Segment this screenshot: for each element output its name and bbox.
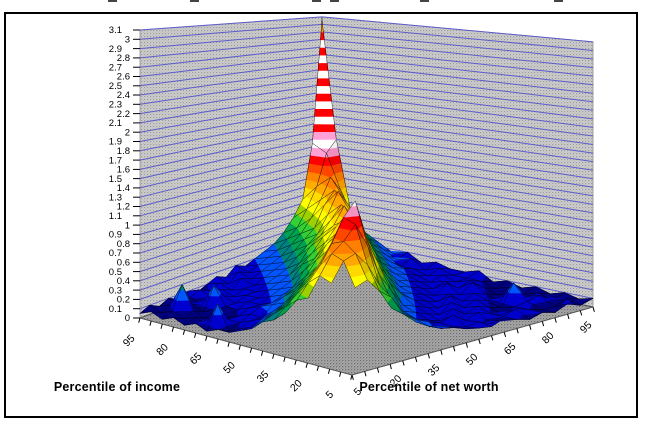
svg-text:1.7: 1.7 xyxy=(109,155,122,166)
svg-text:0.5: 0.5 xyxy=(109,267,122,278)
svg-text:0.7: 0.7 xyxy=(109,248,122,259)
svg-text:1.5: 1.5 xyxy=(109,174,122,185)
svg-text:2.6: 2.6 xyxy=(117,72,130,83)
cropped-text-fragment xyxy=(330,0,339,2)
svg-text:0.9: 0.9 xyxy=(109,230,122,241)
svg-text:35: 35 xyxy=(255,368,272,385)
svg-text:35: 35 xyxy=(426,362,443,379)
svg-text:0.2: 0.2 xyxy=(117,295,130,306)
svg-text:1.2: 1.2 xyxy=(117,202,130,213)
svg-text:0.6: 0.6 xyxy=(117,258,130,269)
cropped-text-fragment xyxy=(420,0,429,2)
svg-text:95: 95 xyxy=(578,319,595,336)
surface-mesh xyxy=(139,20,594,333)
svg-text:0.1: 0.1 xyxy=(109,304,122,315)
svg-text:2.3: 2.3 xyxy=(109,100,122,111)
cropped-text-fragment xyxy=(312,0,321,2)
svg-text:1.3: 1.3 xyxy=(109,192,122,203)
svg-text:1.6: 1.6 xyxy=(117,165,130,176)
svg-text:1.8: 1.8 xyxy=(117,146,130,157)
svg-text:2.5: 2.5 xyxy=(109,81,122,92)
svg-text:50: 50 xyxy=(221,359,238,376)
svg-text:2.8: 2.8 xyxy=(117,53,130,64)
svg-text:3.1: 3.1 xyxy=(109,25,122,36)
svg-text:50: 50 xyxy=(464,351,481,368)
svg-text:80: 80 xyxy=(540,330,557,347)
svg-text:20: 20 xyxy=(288,377,305,394)
svg-text:2.2: 2.2 xyxy=(117,109,130,120)
cropped-text-fragment xyxy=(108,0,117,2)
networth-axis-title: Percentile of net worth xyxy=(359,380,499,394)
svg-text:1.9: 1.9 xyxy=(109,137,122,148)
svg-text:65: 65 xyxy=(502,340,519,357)
cropped-text-fragment xyxy=(554,0,563,2)
cropped-text-fragment xyxy=(190,0,199,2)
svg-text:2.7: 2.7 xyxy=(109,62,122,73)
svg-text:1.1: 1.1 xyxy=(109,211,122,222)
svg-text:65: 65 xyxy=(188,350,205,367)
svg-text:2.1: 2.1 xyxy=(109,118,122,129)
svg-text:80: 80 xyxy=(154,341,171,358)
svg-text:0: 0 xyxy=(125,313,130,324)
svg-text:0.4: 0.4 xyxy=(117,276,130,287)
svg-text:1: 1 xyxy=(125,220,130,231)
svg-text:2.4: 2.4 xyxy=(117,90,130,101)
svg-text:3: 3 xyxy=(125,35,130,46)
svg-text:0.8: 0.8 xyxy=(117,239,130,250)
svg-text:2: 2 xyxy=(125,127,130,138)
income-axis-title: Percentile of income xyxy=(53,380,181,394)
svg-text:5: 5 xyxy=(324,388,337,401)
svg-text:1.4: 1.4 xyxy=(117,183,130,194)
svg-text:95: 95 xyxy=(121,332,138,349)
svg-text:2.9: 2.9 xyxy=(109,44,122,55)
z-axis: 00.10.20.30.40.50.60.70.80.911.11.21.31.… xyxy=(109,25,140,324)
svg-text:0.3: 0.3 xyxy=(109,285,122,296)
